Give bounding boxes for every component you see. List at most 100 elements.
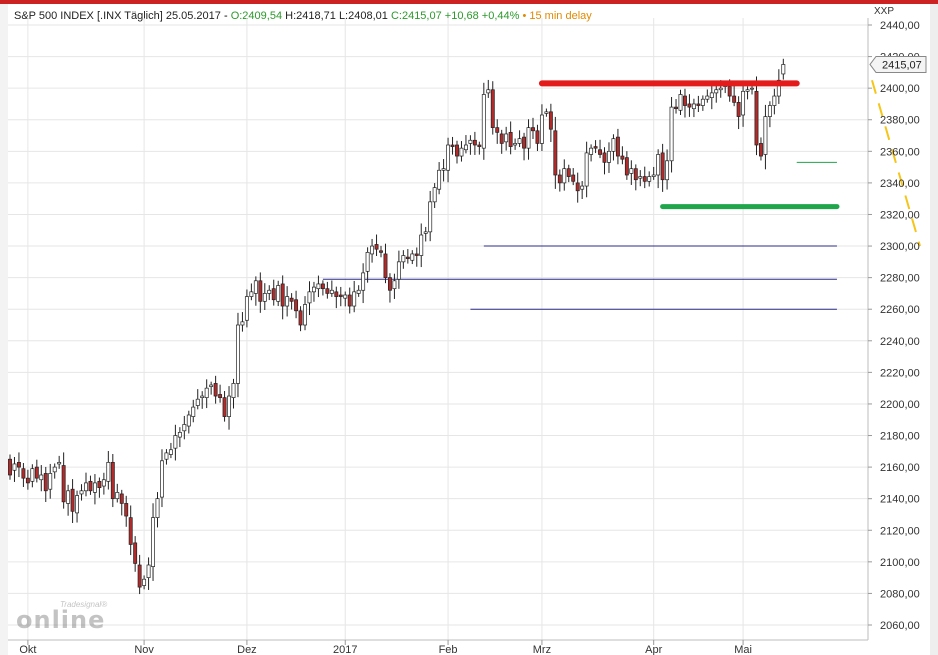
x-tick-label: Dez <box>237 644 257 655</box>
candle-down <box>405 256 410 260</box>
candle-up <box>428 201 433 233</box>
candle-up <box>665 160 670 181</box>
logo-main-text: online <box>16 606 106 634</box>
candle-down <box>8 458 12 476</box>
candle-up <box>432 187 437 203</box>
candle-down <box>280 283 285 307</box>
candle-up <box>750 87 754 90</box>
candle-up <box>151 517 155 567</box>
candle-down <box>696 103 701 106</box>
candle-down <box>593 146 598 149</box>
candle-up <box>231 383 236 398</box>
candle-up <box>647 176 652 182</box>
x-tick-label: Mrz <box>533 644 551 655</box>
candle-up <box>155 498 160 518</box>
candle-down <box>43 473 48 492</box>
candle-up <box>651 174 656 177</box>
candle-up <box>714 89 719 94</box>
candle-up <box>504 133 509 143</box>
candle-up <box>517 138 522 144</box>
level-lines <box>322 161 837 310</box>
candle-down <box>124 503 129 517</box>
candle-down <box>133 542 138 564</box>
candle-up <box>204 387 209 398</box>
candle-up <box>285 296 290 307</box>
ohlc-values: O:2409,54 H:2418,71 L:2408,01 <box>231 10 391 22</box>
candle-up <box>544 111 549 114</box>
x-tick-label: Feb <box>439 644 458 655</box>
y-tick-label: 2360,00 <box>880 146 920 158</box>
candle-down <box>379 250 383 253</box>
candle-down <box>110 462 115 500</box>
candle-up <box>370 245 375 255</box>
candle-down <box>25 477 30 484</box>
candle-up <box>526 127 531 149</box>
candle-up <box>39 474 44 481</box>
candle-up <box>718 87 723 91</box>
high-low-values: H:2418,71 L:2408,01 <box>285 10 388 22</box>
candle-down <box>642 176 647 182</box>
candle-up <box>186 414 191 427</box>
candle-up <box>691 103 696 110</box>
candle-up <box>365 252 370 272</box>
candle-down <box>615 136 620 157</box>
candle-up <box>401 255 406 263</box>
candle-down <box>88 480 93 492</box>
candle-up <box>562 168 567 184</box>
candle-up <box>423 231 428 234</box>
candle-up <box>705 95 710 100</box>
candle-down <box>97 480 102 488</box>
candle-up <box>446 144 451 171</box>
candle-down <box>477 144 482 147</box>
tradesignal-logo: Tradesignal® online <box>16 600 116 634</box>
candle-up <box>52 466 57 473</box>
candle-up <box>356 289 361 294</box>
candle-down <box>557 174 562 184</box>
candle-up <box>763 116 768 155</box>
candle-up <box>182 424 187 432</box>
candle-up <box>396 261 401 280</box>
candle-up <box>700 98 705 106</box>
candle-down <box>548 111 553 130</box>
candle-down <box>602 152 607 163</box>
candle-up <box>92 482 97 493</box>
candle-up <box>741 90 746 116</box>
y-tick-label: 2280,00 <box>880 273 920 285</box>
candle-down <box>258 280 263 302</box>
candle-down <box>61 465 66 503</box>
candle-down <box>128 517 133 545</box>
y-tick-label: 2320,00 <box>880 209 920 221</box>
candle-down <box>34 466 39 479</box>
candle-up <box>513 143 518 146</box>
candle-up <box>160 460 164 498</box>
x-axis: Okt Nov Dez 2017 Feb Mrz Apr Mai <box>8 639 868 655</box>
candle-up <box>312 286 316 293</box>
candle-up <box>539 114 544 144</box>
candle-down <box>338 294 343 297</box>
candle-up <box>678 94 683 111</box>
candle-up <box>303 304 307 326</box>
trend-overlays <box>538 79 921 247</box>
candle-down <box>732 95 737 103</box>
candle-down <box>553 130 558 176</box>
candle-up <box>352 291 357 307</box>
candle-down <box>522 136 527 149</box>
candle-down <box>119 493 124 504</box>
candle-down <box>727 86 732 97</box>
y-tick-label: 2140,00 <box>880 494 920 506</box>
candle-up <box>276 285 281 302</box>
trend-projection-line <box>871 79 921 247</box>
candle-down <box>499 133 504 144</box>
candle-up <box>669 106 674 162</box>
candle-up <box>607 150 611 163</box>
candle-up <box>589 147 594 155</box>
candle-down <box>294 299 299 312</box>
top-accent-rule <box>0 0 938 4</box>
candle-up <box>142 578 147 586</box>
candle-up <box>343 294 348 299</box>
candle-up <box>611 138 616 152</box>
candle-up <box>30 468 35 482</box>
y-tick-label: 2380,00 <box>880 115 920 127</box>
candle-up <box>392 280 397 290</box>
